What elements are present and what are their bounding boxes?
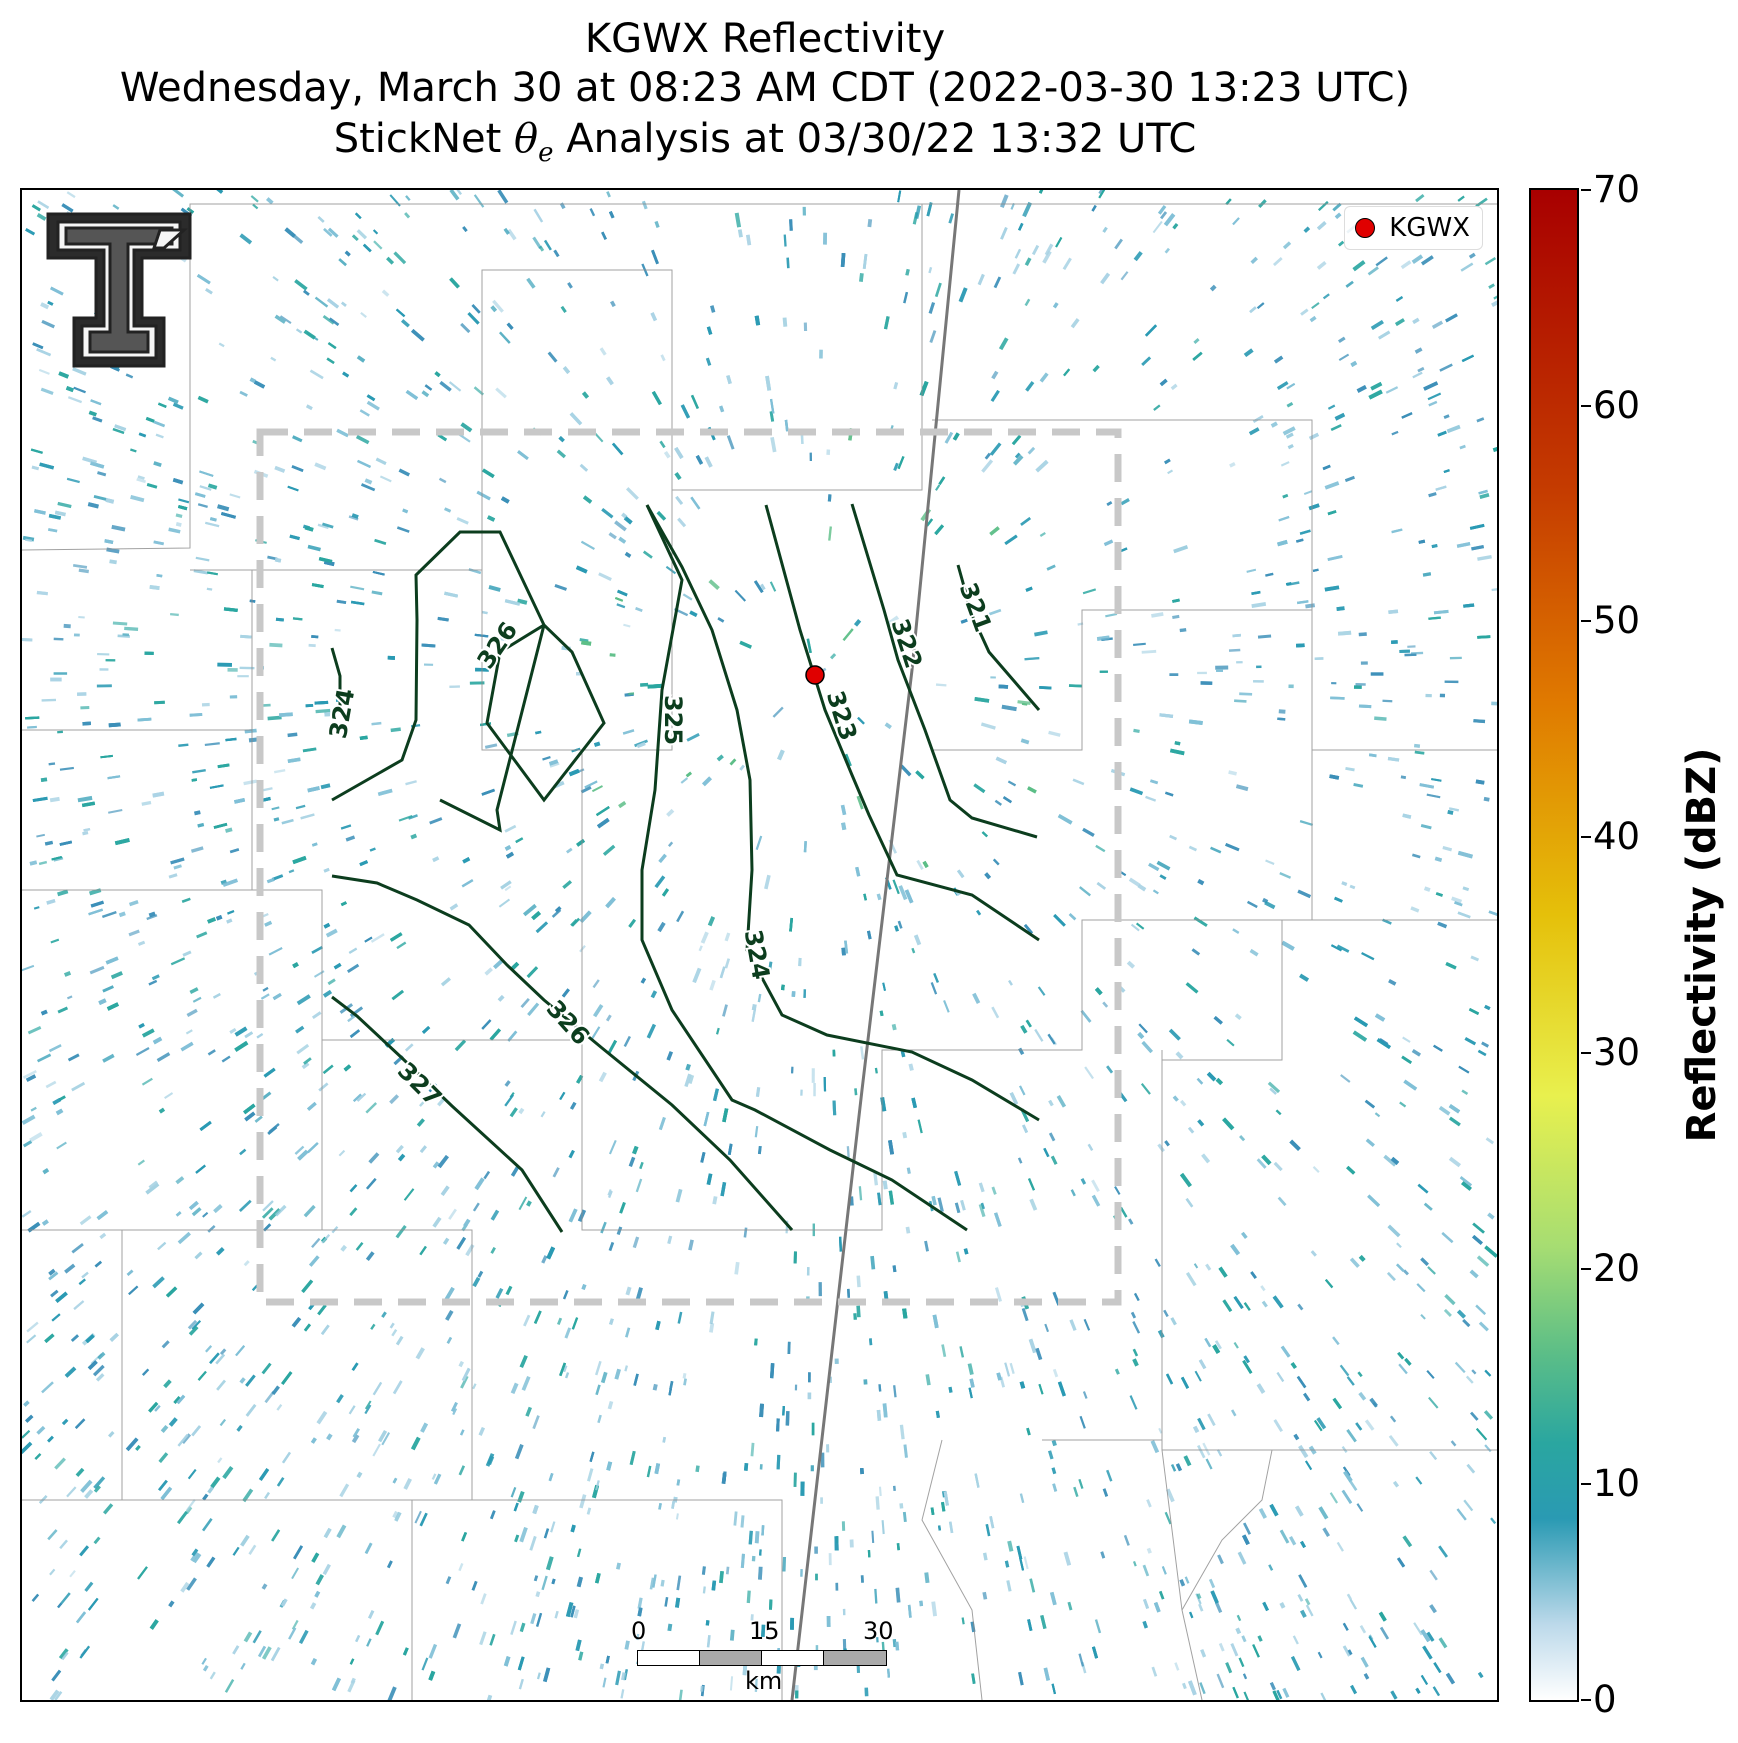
contour-label: 323 [821, 688, 862, 744]
contour-label: 325 [659, 695, 687, 745]
contour-label: 324 [739, 928, 775, 982]
map-title: KGWX Reflectivity [584, 16, 946, 62]
analysis-domain-box [256, 428, 1122, 1306]
contour-label: 326 [472, 617, 524, 674]
map-overlay: 321 322 323 324 325 326 324 326 327 [22, 190, 1497, 1700]
scale-tick-label: 30 [863, 1617, 894, 1645]
kgwx-radar-site[interactable] [805, 665, 825, 685]
contour-322 [850, 503, 1038, 839]
scale-unit: km [745, 1667, 783, 1695]
county-boundaries [22, 203, 1497, 1700]
colorbar-tick-label: 40 [1593, 815, 1641, 859]
scale-tick-label: 15 [749, 1617, 780, 1645]
colorbar [1529, 188, 1579, 1702]
contour-325 [331, 530, 606, 833]
colorbar-tick [1581, 836, 1591, 839]
contour-326-south [331, 874, 794, 1231]
contour-323 [764, 504, 1040, 942]
reflectivity-field [22, 190, 1497, 1700]
legend-label: KGWX [1389, 213, 1470, 243]
colorbar-tick [1581, 404, 1591, 407]
colorbar-title: Reflectivity (dBZ) [1679, 747, 1725, 1143]
contour-324-east [645, 504, 1040, 1122]
contour-325-outer [640, 504, 968, 1232]
map-datetime: Wednesday, March 30 at 08:23 AM CDT (202… [119, 65, 1411, 111]
colorbar-tick-label: 30 [1593, 1030, 1641, 1074]
contour-327 [331, 995, 564, 1233]
colorbar-tick-label: 10 [1593, 1462, 1641, 1506]
scale-bar: 0 15 30 km [631, 1617, 907, 1695]
colorbar-tick [1581, 1483, 1591, 1486]
texas-tech-logo [46, 212, 192, 368]
colorbar-tick [1581, 1267, 1591, 1270]
radar-marker-icon [1355, 218, 1376, 238]
colorbar-tick [1581, 620, 1591, 623]
colorbar-tick-label: 20 [1593, 1246, 1641, 1290]
colorbar-tick-label: 0 [1593, 1678, 1617, 1721]
colorbar-tick [1581, 1051, 1591, 1054]
theta-e-contours [330, 503, 1041, 1233]
colorbar-tick [1581, 1699, 1591, 1701]
colorbar-tick-label: 60 [1593, 383, 1641, 427]
analysis-subtitle: StickNet θe Analysis at 03/30/22 13:32 U… [333, 116, 1197, 168]
contour-321 [956, 564, 1041, 711]
colorbar-tick [1581, 189, 1591, 191]
radar-map[interactable]: 321 322 323 324 325 326 324 326 327 KGWX… [20, 188, 1499, 1702]
contour-label: 321 [954, 579, 997, 636]
colorbar-tick-label: 50 [1593, 599, 1641, 643]
contour-324-west [330, 647, 342, 710]
contour-label: 327 [392, 1057, 447, 1112]
scale-tick-label: 0 [631, 1617, 647, 1645]
colorbar-tick-label: 70 [1593, 168, 1641, 211]
contour-label: 324 [324, 687, 360, 741]
map-legend: KGWX [1344, 206, 1483, 250]
